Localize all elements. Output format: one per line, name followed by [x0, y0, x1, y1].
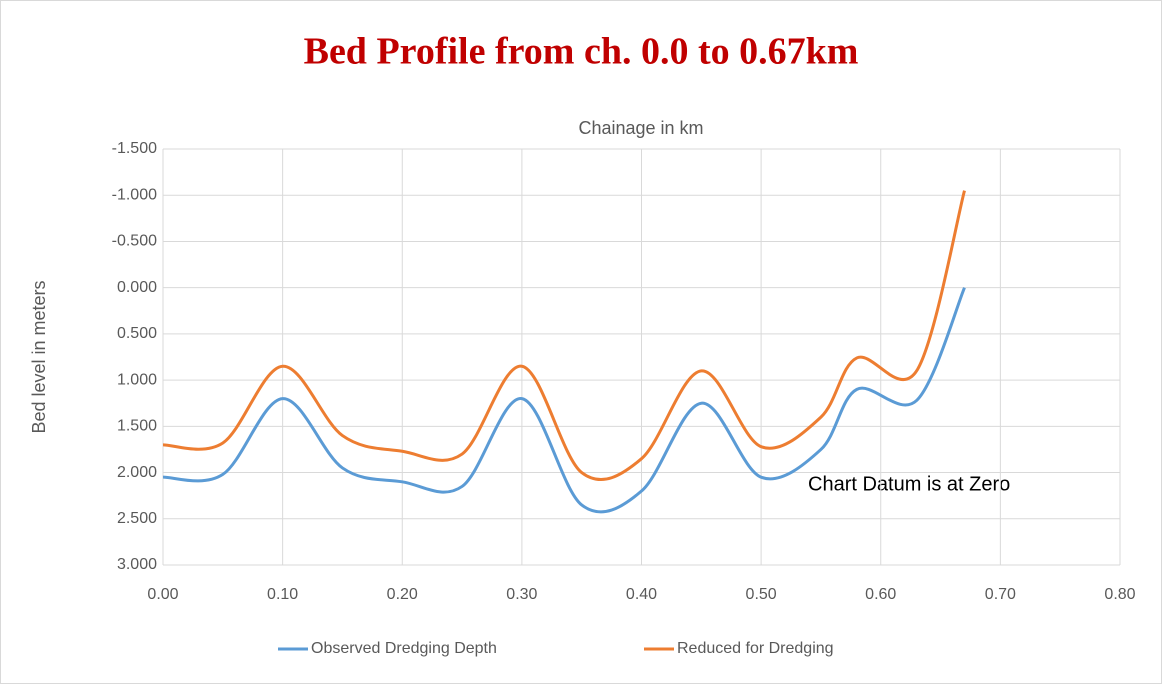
y-tick-label: 2.500	[117, 510, 157, 527]
y-tick-label: 0.500	[117, 325, 157, 342]
x-axis-title: Chainage in km	[578, 118, 703, 138]
y-axis-title: Bed level in meters	[29, 280, 49, 433]
x-tick-label: 0.20	[387, 586, 418, 603]
y-tick-label: -1.000	[112, 186, 157, 203]
x-tick-label: 0.40	[626, 586, 657, 603]
x-tick-label: 0.80	[1104, 586, 1135, 603]
y-tick-label: -1.500	[112, 140, 157, 157]
x-tick-label: 0.00	[147, 586, 178, 603]
y-tick-label: 1.000	[117, 371, 157, 388]
chart-title: Bed Profile from ch. 0.0 to 0.67km	[304, 31, 859, 73]
legend-label: Observed Dredging Depth	[311, 640, 497, 657]
y-tick-label: 2.000	[117, 464, 157, 481]
series-line	[162, 190, 966, 482]
y-tick-label: 0.000	[117, 279, 157, 296]
annotation: Chart Datum is at Zero	[808, 473, 1010, 495]
x-tick-label: 0.50	[746, 586, 777, 603]
x-tick-label: 0.70	[985, 586, 1016, 603]
legend-label: Reduced for Dredging	[677, 640, 834, 657]
series-line	[162, 287, 966, 514]
y-tick-label: 1.500	[117, 418, 157, 435]
y-tick-label: -0.500	[112, 233, 157, 250]
x-tick-label: 0.60	[865, 586, 896, 603]
y-tick-label: 3.000	[117, 556, 157, 573]
x-tick-label: 0.30	[506, 586, 537, 603]
x-tick-label: 0.10	[267, 586, 298, 603]
